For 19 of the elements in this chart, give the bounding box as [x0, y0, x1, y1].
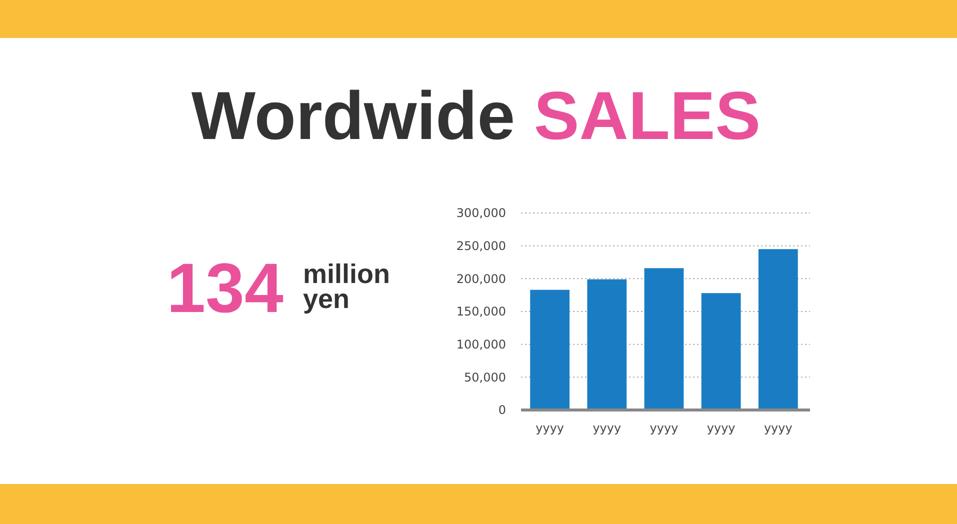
text: 134: [166, 249, 284, 327]
x-tick-label: yyyy: [706, 421, 736, 435]
bar: [701, 293, 741, 410]
bar: [758, 249, 798, 410]
bar: [587, 279, 627, 410]
y-tick-label: 250,000: [456, 239, 506, 254]
y-tick-label: 150,000: [456, 304, 506, 319]
bar: [530, 290, 570, 410]
bar: [644, 268, 684, 410]
chart-title: Wordwide SALES: [191, 78, 761, 154]
y-tick-label: 200,000: [456, 272, 506, 286]
x-tick-label: yyyy: [764, 421, 792, 435]
y-tick-label: 50,000: [464, 370, 506, 384]
x-tick-label: yyyy: [650, 421, 678, 435]
y-tick-label: 0: [498, 403, 506, 418]
x-tick-label: yyyy: [592, 421, 622, 435]
y-tick-label: 100,000: [456, 338, 506, 352]
x-tick-label: yyyy: [536, 421, 564, 435]
y-tick-label: 300,000: [456, 206, 506, 220]
